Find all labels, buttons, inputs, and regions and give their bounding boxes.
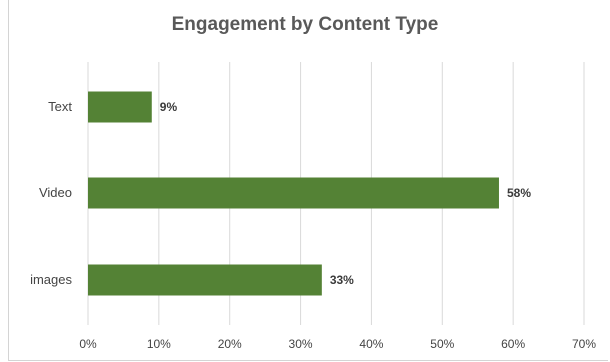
x-tick-label: 20% (218, 337, 242, 351)
bars (88, 91, 499, 296)
data-label: 9% (160, 100, 178, 114)
category-labels: Text Video images (30, 99, 72, 287)
category-label: Video (39, 185, 72, 200)
x-tick-label: 50% (430, 337, 454, 351)
x-tick-label: 40% (359, 337, 383, 351)
x-tick-label: 10% (147, 337, 171, 351)
x-tick-label: 60% (501, 337, 525, 351)
chart-title: Engagement by Content Type (171, 14, 439, 35)
bar (88, 91, 152, 123)
category-label: images (30, 272, 72, 287)
x-tick-label: 70% (572, 337, 596, 351)
bar (88, 264, 322, 296)
data-labels: 9% 58% 33% (160, 100, 532, 287)
data-label: 33% (330, 273, 354, 287)
category-label: Text (48, 99, 72, 114)
x-tick-labels: 0% 10% 20% 30% 40% 50% 60% 70% (79, 337, 596, 351)
chart-frame (8, 0, 608, 361)
bar (88, 177, 499, 209)
x-tick-label: 30% (289, 337, 313, 351)
data-label: 58% (507, 186, 531, 200)
x-tick-label: 0% (79, 337, 97, 351)
